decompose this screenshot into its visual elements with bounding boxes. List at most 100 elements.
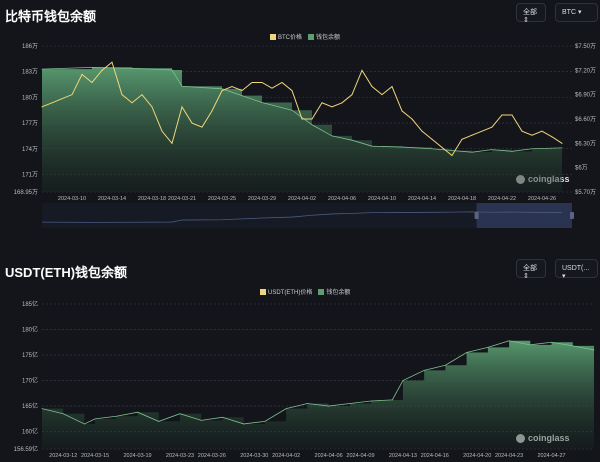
coin-label: USDT(... — [562, 265, 590, 272]
y-tick-label: 180亿 — [22, 326, 38, 334]
x-tick-label: 2024-04-23 — [495, 453, 523, 459]
slider-handle[interactable] — [474, 212, 479, 219]
balance-point — [171, 69, 173, 71]
balance-point — [487, 346, 489, 348]
price-point — [91, 82, 93, 83]
x-tick-label: 2024-04-10 — [368, 196, 396, 202]
balance-point — [351, 139, 353, 141]
balance-point — [423, 369, 425, 371]
balance-point — [306, 403, 308, 404]
chart1-range-select[interactable]: 全部 ⇕ — [516, 3, 546, 24]
balance-point — [91, 67, 93, 68]
price-point — [281, 82, 283, 83]
y-tick-label: 186万 — [22, 43, 38, 50]
balance-point — [401, 146, 403, 148]
price-point — [301, 118, 303, 120]
price-point — [481, 130, 483, 132]
chart1-coin-select[interactable]: BTC ▾ — [555, 3, 598, 22]
x-tick-label: 2024-04-02 — [288, 196, 316, 202]
price-point — [321, 102, 323, 104]
x-tick-label: 2024-03-21 — [168, 196, 196, 202]
balance-point — [291, 109, 293, 111]
x-tick-label: 2024-03-10 — [58, 196, 86, 202]
balance-point — [529, 344, 531, 346]
balance-point — [508, 340, 510, 342]
price-point — [141, 94, 143, 96]
range-label: 全部 — [523, 9, 537, 16]
price-point — [361, 69, 363, 71]
legend-balance-label: 钱包余额 — [326, 290, 351, 296]
price-point — [501, 114, 503, 116]
price-point — [311, 118, 313, 120]
x-tick-label: 2024-04-27 — [537, 453, 565, 459]
y-tick-label: 174万 — [22, 146, 38, 153]
x-tick-label: 2024-03-19 — [123, 453, 151, 459]
x-tick-label: 2024-03-12 — [49, 453, 77, 459]
price-point — [421, 130, 423, 132]
y-right-tick-label: $7.20万 — [575, 67, 596, 74]
legend-price[interactable]: USDT(ETH)价格 — [260, 287, 312, 296]
price-point — [381, 94, 383, 96]
x-tick-label: 2024-03-15 — [81, 453, 109, 459]
y-tick-label: 156.59亿 — [14, 445, 38, 453]
price-point — [411, 118, 413, 120]
slider-handle[interactable] — [570, 212, 574, 219]
price-point — [551, 136, 553, 138]
coin-label: BTC — [562, 9, 576, 16]
x-tick-label: 2024-04-14 — [408, 196, 436, 202]
balance-point — [241, 95, 243, 97]
price-point — [41, 106, 43, 108]
balance-point — [62, 413, 64, 415]
balance-point — [593, 349, 595, 351]
balance-point — [181, 85, 183, 87]
price-point — [61, 98, 63, 100]
balance-point — [158, 420, 160, 422]
price-point — [211, 110, 213, 112]
x-tick-label: 2024-03-23 — [166, 453, 194, 459]
legend-price[interactable]: BTC价格 — [270, 32, 302, 41]
x-tick-label: 2024-03-25 — [208, 196, 236, 202]
balance-point — [285, 408, 287, 410]
price-point — [511, 114, 513, 116]
balance-point — [221, 88, 223, 90]
chart2-coin-select[interactable]: USDT(... ▾ — [555, 259, 598, 280]
balance-point — [551, 341, 552, 343]
balance-point — [94, 418, 96, 420]
balance-point — [222, 416, 223, 418]
legend-balance[interactable]: 钱包余额 — [308, 32, 340, 41]
price-point — [371, 86, 373, 88]
price-point — [251, 82, 253, 83]
price-point — [131, 102, 133, 104]
balance-point — [451, 150, 453, 151]
x-tick-label: 2024-03-30 — [240, 453, 268, 459]
price-point — [231, 86, 233, 88]
zoom-window[interactable] — [476, 203, 572, 228]
balance-point — [466, 352, 468, 353]
balance-point — [572, 345, 574, 347]
price-point — [341, 102, 343, 104]
y-tick-label: 175亿 — [22, 351, 38, 359]
chart2-range-select[interactable]: 全部 ⇕ — [516, 259, 546, 280]
balance-point — [349, 403, 351, 404]
price-point — [561, 142, 563, 144]
x-tick-label: 2024-04-02 — [272, 453, 300, 459]
balance-point — [137, 411, 138, 413]
balance-point — [243, 423, 245, 425]
balance-point — [531, 148, 533, 150]
price-point — [221, 90, 223, 92]
y-tick-label: 168.95万 — [14, 189, 38, 196]
legend-balance-label: 钱包余额 — [316, 35, 341, 41]
y-tick-label: 183万 — [22, 69, 38, 76]
price-point — [441, 146, 443, 148]
price-point — [331, 106, 333, 108]
y-tick-label: 171万 — [22, 171, 38, 178]
x-tick-label: 2024-03-18 — [138, 196, 166, 202]
balance-point — [328, 405, 330, 407]
legend-balance[interactable]: 钱包余额 — [318, 287, 350, 296]
legend-price-label: USDT(ETH)价格 — [268, 290, 313, 296]
y-tick-label: 177万 — [22, 120, 38, 127]
balance-point — [115, 415, 117, 417]
balance-point — [311, 124, 313, 126]
balance-point — [261, 102, 263, 103]
